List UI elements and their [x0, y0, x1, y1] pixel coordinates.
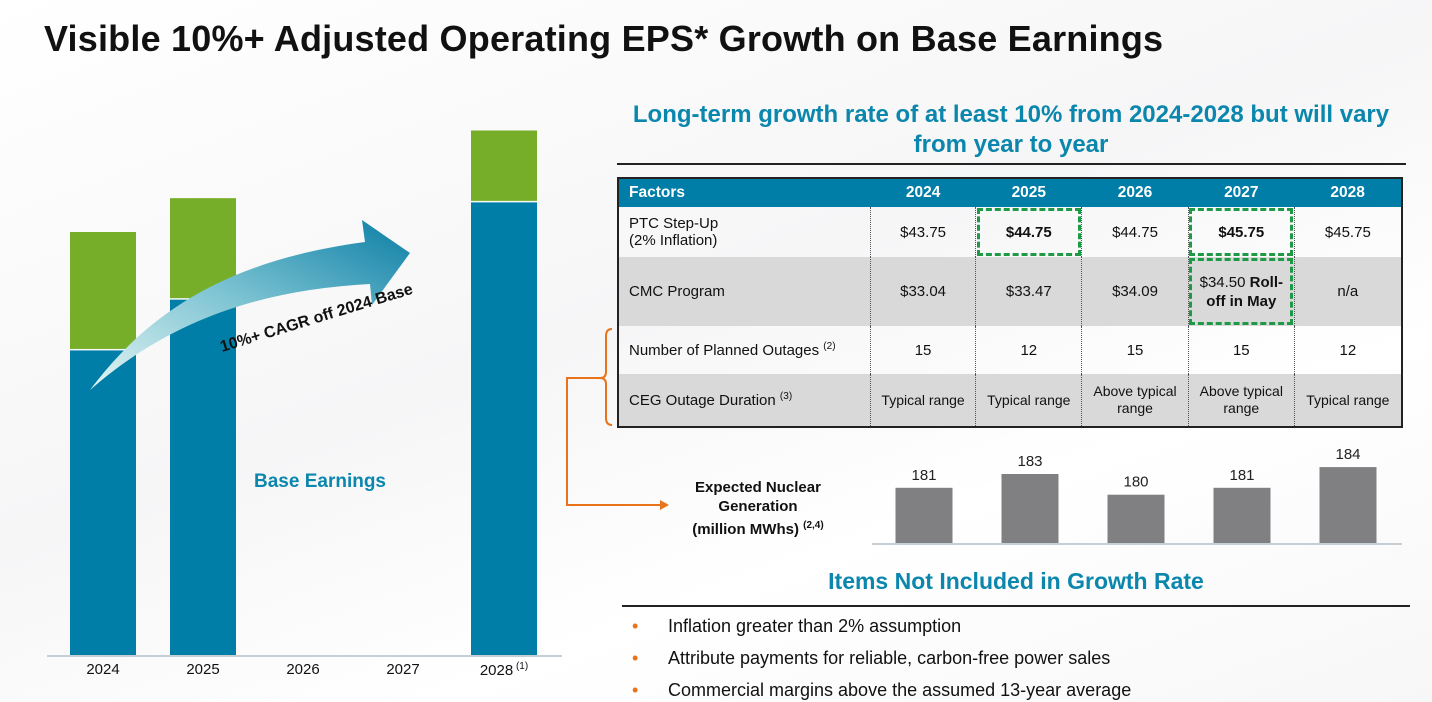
divider: [617, 163, 1406, 165]
base-earnings-label: Base Earnings: [254, 471, 386, 492]
cell: n/a: [1293, 257, 1402, 326]
bar-2027: [1213, 487, 1271, 543]
cell: Above typical range: [1187, 374, 1295, 427]
header-2025: 2025: [975, 178, 1082, 207]
cell: Typical range: [975, 374, 1082, 427]
bar-2028-upper: [471, 130, 537, 201]
bullet-icon: •: [632, 648, 639, 668]
list-item: • Commercial margins above the assumed 13…: [632, 680, 1132, 700]
x-tick-label: 2027: [386, 661, 420, 678]
data-label: 180: [1123, 474, 1148, 491]
cell: 12: [1293, 326, 1402, 374]
table-header-row: Factors 2024 2025 2026 2027 2028: [618, 178, 1402, 207]
cell: $34.09: [1081, 257, 1189, 326]
cell: $45.75: [1293, 207, 1402, 257]
x-tick-label: 2028 (1): [479, 661, 529, 679]
header-2028: 2028: [1294, 178, 1402, 207]
x-tick-label: 2024: [86, 661, 120, 678]
bar-2024-base: [70, 350, 136, 655]
list-item: • Attribute payments for reliable, carbon…: [632, 648, 1111, 668]
cell: Typical range: [869, 374, 976, 427]
cell-highlighted: $34.50 Roll-off in May: [1187, 257, 1295, 326]
row-label: PTC Step-Up (2% Inflation): [629, 215, 719, 249]
row-label: CMC Program: [618, 257, 871, 326]
cell-highlighted: $44.75: [975, 207, 1082, 257]
bar-2024-upper: [70, 232, 136, 349]
list-item: • Inflation greater than 2% assumption: [632, 616, 962, 636]
row-label: Number of Planned Outages (2): [629, 341, 836, 359]
cell: 12: [975, 326, 1082, 374]
items-title: Items Not Included in Growth Rate: [828, 568, 1204, 594]
table-row: PTC Step-Up (2% Inflation) $43.75 $44.75 …: [618, 207, 1402, 257]
table-row: CEG Outage Duration (3) Typical range Ty…: [618, 374, 1402, 427]
bar-2025-base: [170, 299, 236, 655]
nuclear-generation-label: Expected Nuclear Generation (million MWh…: [692, 479, 824, 538]
factors-table: Factors 2024 2025 2026 2027 2028 PTC Ste…: [617, 177, 1403, 428]
data-label: 184: [1335, 446, 1360, 463]
eps-chart: 10%+ CAGR off 2024 Base: [47, 130, 562, 657]
divider: [622, 605, 1410, 607]
header-2026: 2026: [1081, 178, 1189, 207]
cell: Above typical range: [1081, 374, 1189, 427]
data-label: 181: [911, 467, 936, 484]
data-label: 183: [1017, 453, 1042, 470]
cell: 15: [869, 326, 976, 374]
growth-arrow: [90, 220, 410, 390]
cell-highlighted: $45.75: [1187, 207, 1295, 257]
x-tick-label: 2025: [186, 661, 220, 678]
cell: $44.75: [1081, 207, 1189, 257]
bar-2026: [1107, 494, 1165, 543]
bar-2025: [1001, 474, 1059, 543]
nuclear-generation-chart: 181 183 180 181 184: [872, 446, 1402, 545]
bullet-icon: •: [632, 680, 639, 700]
cell: $33.47: [975, 257, 1082, 326]
bullet-icon: •: [632, 616, 639, 636]
bracket-connector: [566, 328, 669, 510]
table-row: CMC Program $33.04 $33.47 $34.09 $34.50 …: [618, 257, 1402, 326]
bar-2024: [895, 487, 953, 543]
data-label: 181: [1229, 467, 1254, 484]
cell: 15: [1081, 326, 1189, 374]
bar-2028: [1319, 467, 1377, 543]
page-title: Visible 10%+ Adjusted Operating EPS* Gro…: [44, 18, 1164, 59]
cell: $43.75: [869, 207, 976, 257]
x-tick-label: 2026: [286, 661, 320, 678]
header-2027: 2027: [1188, 178, 1295, 207]
bar-2028-base: [471, 202, 537, 655]
subtitle: Long-term growth rate of at least 10% fr…: [632, 101, 1390, 158]
header-2024: 2024: [870, 178, 976, 207]
row-label: CEG Outage Duration (3): [618, 374, 871, 427]
cell: Typical range: [1293, 374, 1402, 427]
header-factors: Factors: [618, 178, 871, 207]
cell: $33.04: [869, 257, 976, 326]
cell: 15: [1187, 326, 1295, 374]
table-row: Number of Planned Outages (2) 15 12 15 1…: [618, 326, 1402, 374]
